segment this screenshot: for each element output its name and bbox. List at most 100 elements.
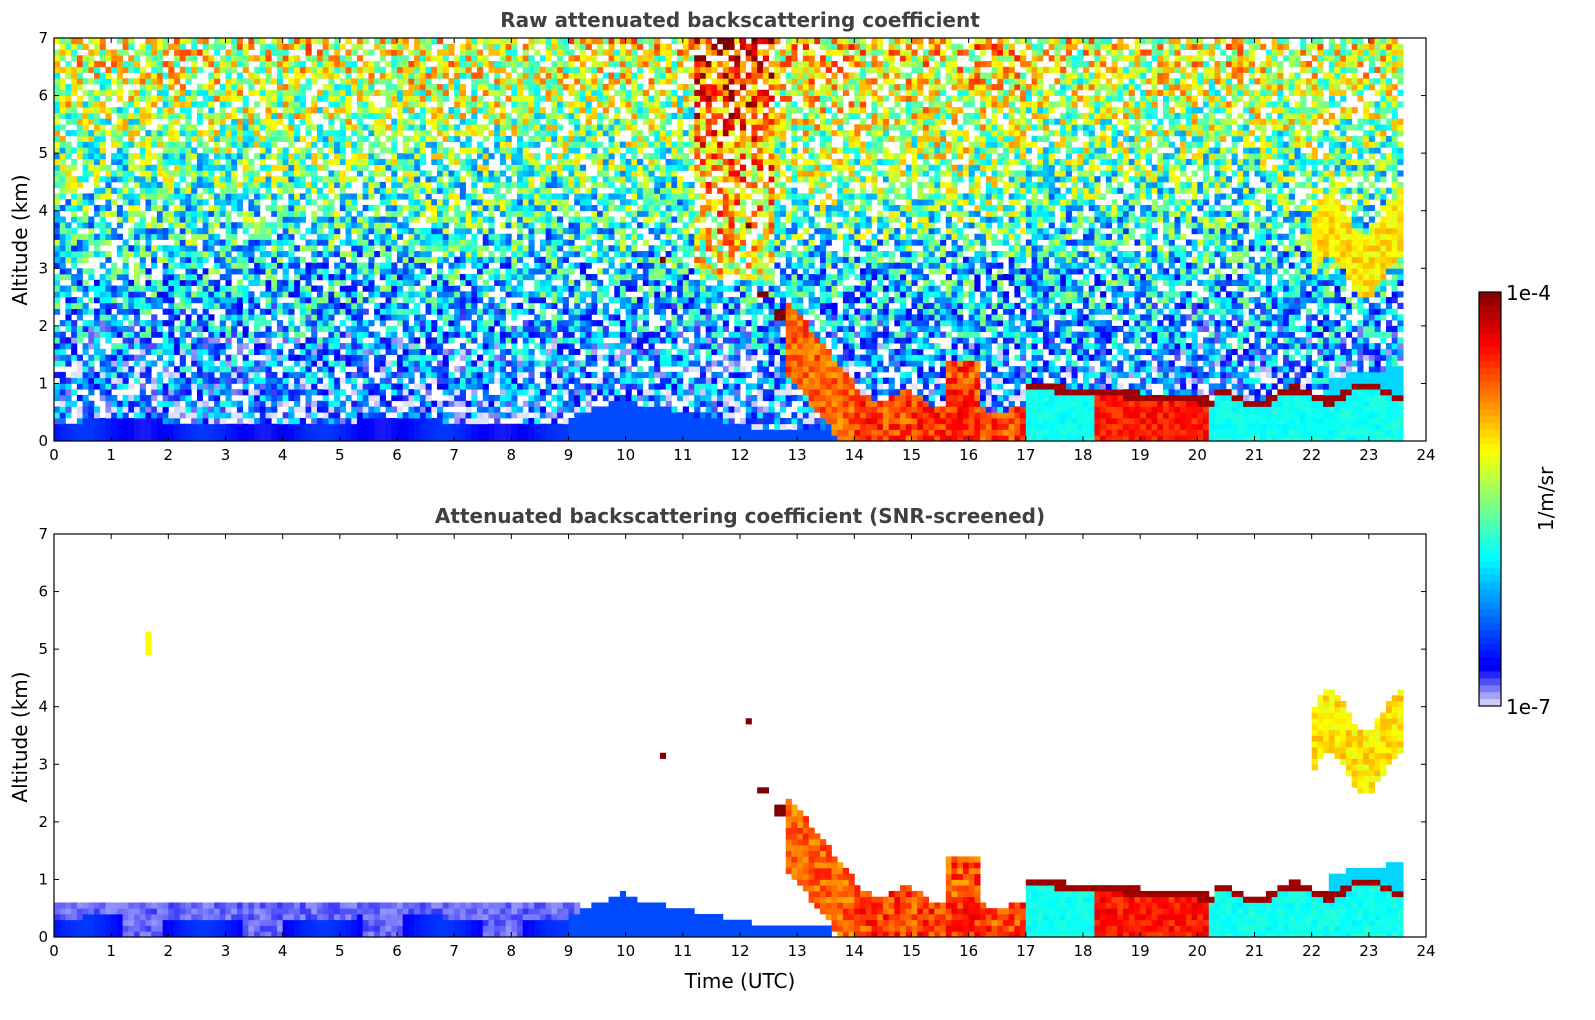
x-tick-label: 16 xyxy=(959,942,978,960)
colorbar-step xyxy=(1479,664,1501,672)
y-tick-label: 3 xyxy=(38,259,48,277)
colorbar-unit-label: 1/m/sr xyxy=(1534,466,1558,531)
y-tick-label: 1 xyxy=(38,374,48,392)
colorbar-step xyxy=(1479,305,1501,314)
y-tick-label: 7 xyxy=(38,525,48,543)
colorbar-step xyxy=(1479,464,1501,472)
x-tick-label: 6 xyxy=(392,942,402,960)
x-tick-label: 4 xyxy=(278,446,288,464)
colorbar-step xyxy=(1479,402,1501,410)
x-tick-label: 16 xyxy=(959,446,978,464)
x-tick-label: 9 xyxy=(564,942,574,960)
x-tick-label: 12 xyxy=(730,942,749,960)
x-tick-label: 2 xyxy=(164,942,174,960)
x-tick-label: 5 xyxy=(335,942,345,960)
colorbar-step xyxy=(1479,485,1501,493)
x-tick-label: 15 xyxy=(902,942,921,960)
y-tick-label: 2 xyxy=(38,813,48,831)
x-tick-label: 23 xyxy=(1359,942,1378,960)
colorbar-step xyxy=(1479,588,1501,597)
x-tick-label: 3 xyxy=(221,942,231,960)
x-tick-label: 24 xyxy=(1416,446,1435,464)
x-tick-label: 23 xyxy=(1359,446,1378,464)
y-tick-label: 5 xyxy=(38,640,48,658)
x-tick-label: 10 xyxy=(616,942,635,960)
y-tick-label: 6 xyxy=(38,87,48,105)
colorbar-step xyxy=(1479,616,1501,624)
plot-frame xyxy=(53,37,1427,442)
x-tick-label: 1 xyxy=(106,446,116,464)
colorbar-step xyxy=(1479,347,1501,355)
panel-raw: Raw attenuated backscattering coefficien… xyxy=(8,8,1436,464)
colorbar-step xyxy=(1479,416,1501,424)
colorbar-step xyxy=(1479,630,1501,638)
colorbar-step xyxy=(1479,374,1501,383)
y-tick-label: 0 xyxy=(38,928,48,946)
colorbar-step xyxy=(1479,609,1501,617)
axis-ticks: 0 1 2 3 4 5 6 7 8 9 10 11 12 13 14 15 16 17 18 19 20 21 22 23 24… xyxy=(38,29,1435,464)
y-axis-label: Altitude (km) xyxy=(8,671,32,802)
colorbar-step xyxy=(1479,471,1501,479)
colorbar-step xyxy=(1479,595,1501,603)
x-tick-label: 17 xyxy=(1016,446,1035,464)
colorbar-step xyxy=(1479,533,1501,541)
heatmap-raw xyxy=(54,38,1404,441)
colorbar-step xyxy=(1479,478,1501,486)
x-tick-label: 7 xyxy=(449,942,459,960)
colorbar-min-label: 1e-7 xyxy=(1506,695,1551,719)
x-tick-label: 9 xyxy=(564,446,574,464)
x-tick-label: 14 xyxy=(845,446,864,464)
colorbar-step xyxy=(1479,547,1501,555)
colorbar-step xyxy=(1479,443,1501,452)
colorbar: 1e-4 1e-7 1/m/sr xyxy=(1478,281,1558,719)
x-tick-label: 7 xyxy=(449,446,459,464)
x-axis-label: Time (UTC) xyxy=(684,969,796,993)
colorbar-step xyxy=(1479,395,1501,403)
colorbar-step xyxy=(1479,574,1501,583)
x-tick-label: 13 xyxy=(788,942,807,960)
colorbar-step xyxy=(1479,602,1501,610)
colorbar-step xyxy=(1479,409,1501,417)
colorbar-step xyxy=(1479,292,1501,300)
y-tick-label: 1 xyxy=(38,870,48,888)
colorbar-step xyxy=(1479,637,1501,645)
colorbar-step xyxy=(1479,381,1501,390)
y-axis-label: Altitude (km) xyxy=(8,174,32,305)
colorbar-step xyxy=(1479,450,1501,459)
x-tick-label: 22 xyxy=(1302,446,1321,464)
y-tick-label: 3 xyxy=(38,755,48,773)
colorbar-step xyxy=(1479,685,1501,693)
colorbar-step xyxy=(1479,430,1501,438)
x-tick-label: 3 xyxy=(221,446,231,464)
x-tick-label: 0 xyxy=(49,942,59,960)
colorbar-step xyxy=(1479,650,1501,659)
panel-screened: Attenuated backscattering coefficient (S… xyxy=(8,504,1436,993)
x-tick-label: 2 xyxy=(164,446,174,464)
colorbar-step xyxy=(1479,623,1501,631)
x-tick-label: 21 xyxy=(1245,446,1264,464)
x-tick-label: 5 xyxy=(335,446,345,464)
colorbar-step xyxy=(1479,423,1501,431)
heatmap-screened xyxy=(54,631,1404,937)
x-tick-label: 12 xyxy=(730,446,749,464)
colorbar-step xyxy=(1479,492,1501,500)
x-tick-label: 15 xyxy=(902,446,921,464)
colorbar-gradient xyxy=(1479,292,1501,707)
x-tick-label: 0 xyxy=(49,446,59,464)
x-tick-label: 4 xyxy=(278,942,288,960)
x-tick-label: 6 xyxy=(392,446,402,464)
colorbar-step xyxy=(1479,326,1501,334)
colorbar-step xyxy=(1479,692,1501,700)
colorbar-step xyxy=(1479,512,1501,521)
colorbar-step xyxy=(1479,671,1501,679)
colorbar-step xyxy=(1479,678,1501,686)
colorbar-step xyxy=(1479,505,1501,514)
colorbar-step xyxy=(1479,643,1501,652)
colorbar-step xyxy=(1479,457,1501,465)
colorbar-step xyxy=(1479,554,1501,562)
y-tick-label: 5 xyxy=(38,144,48,162)
colorbar-step xyxy=(1479,657,1501,666)
x-tick-label: 8 xyxy=(507,942,517,960)
colorbar-step xyxy=(1479,361,1501,369)
y-tick-label: 2 xyxy=(38,317,48,335)
